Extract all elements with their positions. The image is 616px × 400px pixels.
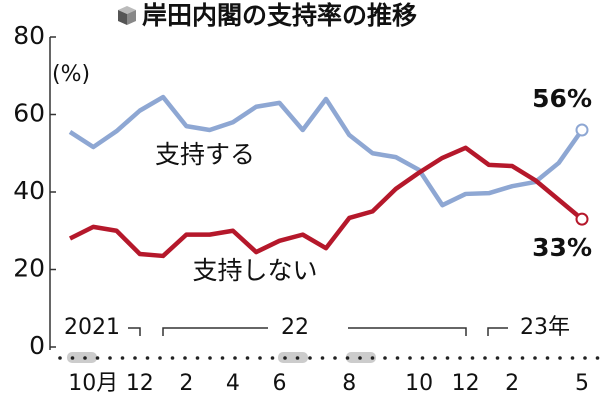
- y-tick-label: 20: [13, 254, 45, 283]
- value-label: 33%: [532, 233, 592, 262]
- axis-dot: [545, 356, 550, 360]
- axis-dot: [508, 356, 512, 360]
- series-line: [68, 145, 584, 259]
- series-line: [68, 94, 584, 208]
- axis-dot: [295, 356, 300, 360]
- year-label: 22: [281, 315, 309, 340]
- axis-dot: [433, 356, 437, 360]
- axis-dot: [320, 356, 325, 360]
- year-brackets: [128, 327, 508, 336]
- axis-dot: [258, 356, 262, 360]
- axis-dot: [370, 356, 375, 360]
- axis-dot: [70, 356, 75, 360]
- axis-dot: [358, 356, 362, 360]
- x-tick-label: 8: [342, 371, 356, 396]
- x-tick-label: 12: [452, 371, 480, 396]
- series-label: 支持する: [155, 140, 255, 169]
- y-tick-label: 60: [13, 99, 45, 128]
- end-marker: [575, 123, 589, 137]
- x-tick-label: 4: [226, 371, 240, 396]
- axis-dot: [270, 356, 275, 360]
- axis-dot: [420, 356, 425, 360]
- axis-dot: [308, 356, 312, 360]
- axis-dot: [483, 356, 487, 360]
- axis-dot: [170, 356, 175, 360]
- x-tick-label: 10: [405, 371, 433, 396]
- x-tick-label: 5: [575, 371, 589, 396]
- series-label: 支持しない: [192, 256, 317, 285]
- axis-dot: [158, 356, 162, 360]
- year-label: 23年: [520, 315, 570, 340]
- x-tick-label: 12: [126, 371, 154, 396]
- axis-dot: [108, 356, 112, 360]
- chart-title: 岸田内閣の支持率の推移: [142, 1, 417, 30]
- axis-dot: [383, 356, 387, 360]
- axis-dot: [195, 356, 200, 360]
- axis-dot: [395, 356, 400, 360]
- axis-dot: [120, 356, 125, 360]
- axis-dot: [133, 356, 137, 360]
- unit-label: (%): [52, 62, 90, 87]
- y-tick-label: 0: [29, 331, 45, 360]
- x-tick-label: 6: [272, 371, 286, 396]
- x-tick-label: 2: [179, 371, 193, 396]
- axis-dot: [283, 356, 287, 360]
- axis-dot: [533, 356, 537, 360]
- y-tick-label: 80: [13, 21, 45, 50]
- axis-dot: [83, 356, 87, 360]
- axis-dot: [558, 356, 562, 360]
- axis-dot: [583, 356, 587, 360]
- x-tick-label: 2: [505, 371, 519, 396]
- highlight: [278, 352, 308, 363]
- x-tick-label: 10月: [68, 371, 118, 396]
- axis-dot: [408, 356, 412, 360]
- axis-dot: [345, 356, 350, 360]
- axis-dot: [183, 356, 187, 360]
- axis-dot: [145, 356, 150, 360]
- axis-dot: [495, 356, 500, 360]
- axis-dot: [58, 356, 62, 360]
- value-label: 56%: [532, 84, 592, 113]
- axis-dot: [233, 356, 237, 360]
- axis-dot: [570, 356, 575, 360]
- axis-dot: [220, 356, 225, 360]
- axis-dot: [208, 356, 212, 360]
- axis-dot: [595, 356, 600, 360]
- year-label: 2021: [64, 315, 120, 340]
- y-tick-label: 40: [13, 176, 45, 205]
- axis-dot: [95, 356, 100, 360]
- axis-dot: [333, 356, 337, 360]
- highlight: [67, 352, 97, 363]
- axis-dot: [520, 356, 525, 360]
- axis-dot: [470, 356, 475, 360]
- axis-dot: [458, 356, 462, 360]
- axis-dot: [245, 356, 250, 360]
- title-icon: [118, 6, 136, 25]
- end-marker: [575, 212, 589, 226]
- axis-dot: [445, 356, 450, 360]
